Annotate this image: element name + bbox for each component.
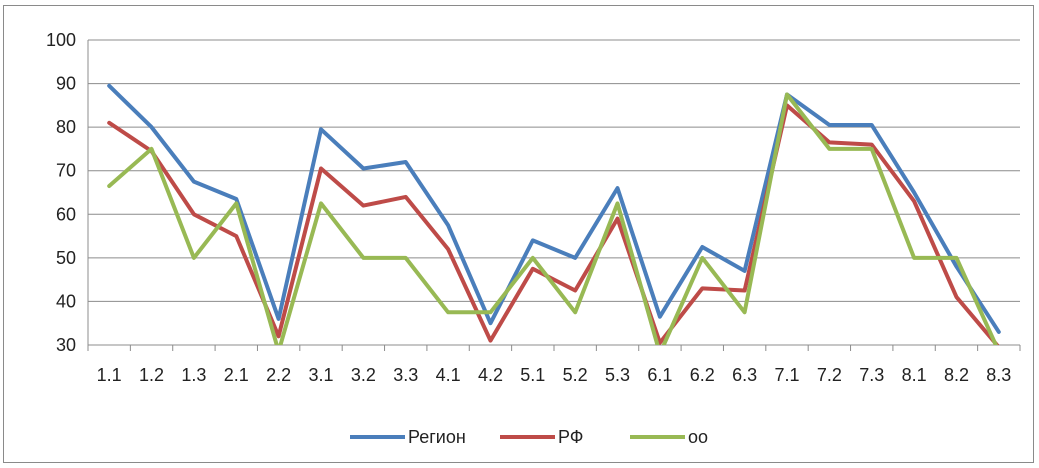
- y-tick-label: 50: [56, 248, 76, 268]
- x-tick-label: 7.3: [859, 365, 884, 385]
- x-tick-label: 5.2: [563, 365, 588, 385]
- legend-label: оо: [688, 427, 708, 447]
- x-tick-label: 5.3: [605, 365, 630, 385]
- x-tick-label: 4.1: [436, 365, 461, 385]
- y-tick-label: 70: [56, 161, 76, 181]
- x-tick-label: 2.1: [224, 365, 249, 385]
- x-tick-label: 5.1: [520, 365, 545, 385]
- y-tick-label: 80: [56, 117, 76, 137]
- x-tick-label: 1.2: [139, 365, 164, 385]
- y-tick-label: 30: [56, 335, 76, 355]
- x-tick-label: 3.1: [308, 365, 333, 385]
- x-tick-label: 6.3: [732, 365, 757, 385]
- x-tick-label: 7.2: [817, 365, 842, 385]
- y-tick-labels: 30 40 50 60 70 80 90 100: [46, 30, 76, 355]
- x-tick-label: 8.1: [902, 365, 927, 385]
- x-tick-label: 2.2: [266, 365, 291, 385]
- x-tick-label: 6.2: [690, 365, 715, 385]
- chart-frame: [3, 5, 1034, 463]
- y-tick-label: 60: [56, 204, 76, 224]
- x-tick-label: 1.3: [181, 365, 206, 385]
- y-tick-label: 100: [46, 30, 76, 50]
- series-line: [107, 92, 999, 345]
- x-tick-label: 8.2: [944, 365, 969, 385]
- legend-label: Регион: [408, 427, 466, 447]
- x-tick-label: 3.2: [351, 365, 376, 385]
- series-line: [107, 83, 1001, 334]
- x-tick-label: 6.1: [647, 365, 672, 385]
- series-line: [107, 103, 1000, 345]
- x-tick-label: 3.3: [393, 365, 418, 385]
- x-tick-label: 7.1: [774, 365, 799, 385]
- x-tick-labels: 1.1 1.2 1.3 2.1 2.2 3.1 3.2 3.3 4.1 4.2 5.1 5.2 5.3 6…: [97, 365, 1012, 385]
- series-lines: [107, 83, 1001, 345]
- y-tick-label: 90: [56, 74, 76, 94]
- axes: [87, 40, 1021, 351]
- legend-label: РФ: [558, 427, 584, 447]
- y-tick-label: 40: [56, 291, 76, 311]
- legend: Регион РФ оо: [350, 427, 708, 447]
- x-tick-label: 1.1: [97, 365, 122, 385]
- x-tick-label: 4.2: [478, 365, 503, 385]
- x-tick-label: 8.3: [986, 365, 1011, 385]
